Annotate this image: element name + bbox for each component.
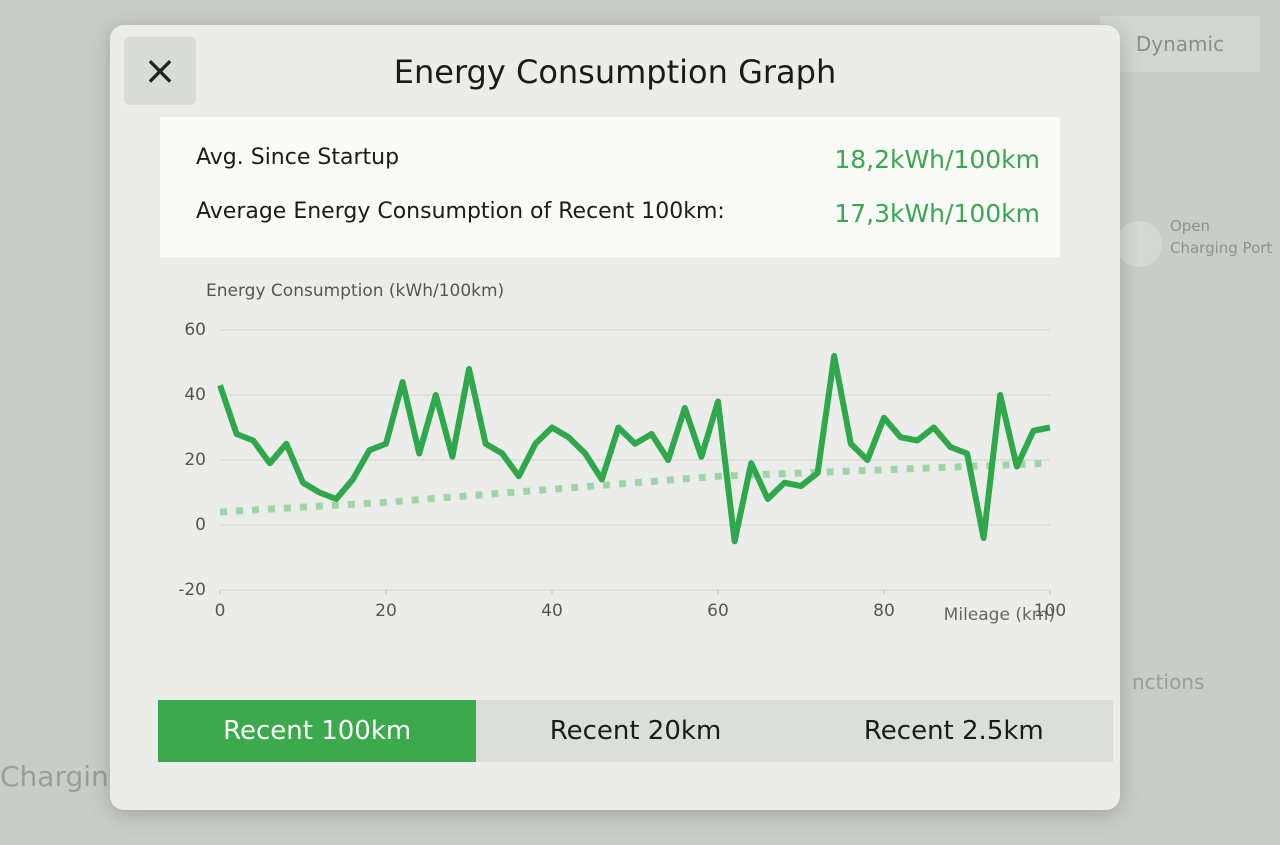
dialog: × Energy Consumption Graph Avg. Since St…: [110, 25, 1120, 810]
x-tick-label: 0: [215, 601, 226, 621]
y-tick-label: 40: [184, 385, 206, 405]
y-tick-label: -20: [178, 580, 206, 600]
close-button[interactable]: ×: [124, 37, 196, 105]
x-tick-label: 80: [873, 601, 895, 621]
charging-label[interactable]: Charging: [0, 760, 127, 793]
chart: Energy Consumption (kWh/100km) Mileage (…: [178, 281, 1066, 625]
x-tick-label: 100: [1034, 601, 1066, 621]
port-label: Charging Port: [1170, 239, 1273, 257]
stat-row: Avg. Since Startup 18,2kWh/100km: [196, 145, 1040, 174]
plug-icon: [1116, 221, 1162, 267]
tab[interactable]: Recent 2.5km: [863, 716, 1044, 746]
y-tick-label: 60: [184, 320, 206, 340]
x-axis-title: Mileage (km): [944, 605, 1055, 625]
port-label: Open: [1170, 217, 1211, 235]
tab-group: Recent 100km Recent 20km Recent 2.5km: [158, 640, 1113, 788]
y-axis-title: Energy Consumption (kWh/100km): [206, 281, 504, 301]
y-tick-label: 0: [195, 515, 206, 535]
dialog-title: Energy Consumption Graph: [393, 53, 837, 91]
tab[interactable]: Recent 20km: [549, 716, 722, 746]
stat-label: Average Energy Consumption of Recent 100…: [196, 199, 725, 224]
series-line: [219, 459, 1051, 516]
stat-row: Average Energy Consumption of Recent 100…: [196, 199, 1040, 228]
x-tick-label: 20: [375, 601, 397, 621]
drive-mode[interactable]: Dynamic: [1100, 16, 1260, 72]
tab[interactable]: Recent 100km: [158, 700, 477, 762]
stat-value: 17,3kWh/100km: [834, 199, 1040, 228]
x-tick-label: 60: [707, 601, 729, 621]
series-line: [217, 353, 1051, 545]
stats-box: Avg. Since Startup 18,2kWh/100km Average…: [160, 117, 1060, 257]
functions-label[interactable]: nctions: [1132, 670, 1205, 694]
x-tick-label: 40: [541, 601, 563, 621]
stat-label: Avg. Since Startup: [196, 145, 400, 170]
charging-port-button[interactable]: Open Charging Port: [1110, 215, 1280, 279]
y-tick-label: 20: [184, 450, 206, 470]
stat-value: 18,2kWh/100km: [834, 145, 1040, 174]
